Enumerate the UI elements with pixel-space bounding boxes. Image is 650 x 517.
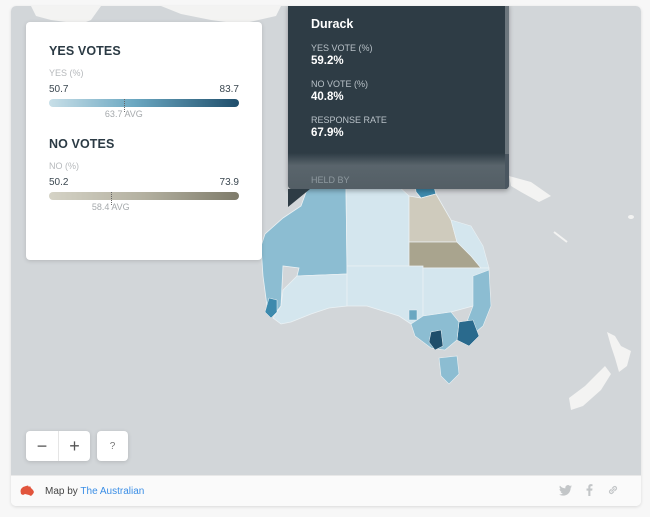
legend-yes-max: 83.7 xyxy=(219,84,239,95)
electorate-perth[interactable] xyxy=(264,297,278,319)
tooltip-no-label: NO VOTE (%) xyxy=(311,79,369,89)
landmass-asia xyxy=(31,6,101,24)
tooltip-response-value: 67.9% xyxy=(311,127,344,139)
link-icon[interactable] xyxy=(607,484,619,499)
australia-logo-icon xyxy=(20,485,34,496)
credit-link[interactable]: The Australian xyxy=(80,485,145,497)
legend-no-gradient-bar xyxy=(49,192,239,205)
twitter-icon[interactable] xyxy=(559,484,572,499)
electorate-kennedy[interactable] xyxy=(408,193,458,243)
legend-yes-avg-marker xyxy=(123,99,125,112)
legend-no-min: 50.2 xyxy=(49,177,69,188)
zoom-out-button[interactable]: − xyxy=(36,435,48,456)
legend-no-avg-marker xyxy=(110,192,112,205)
tooltip-electorate-name: Durack xyxy=(311,17,354,31)
tooltip-yes-label: YES VOTE (%) xyxy=(311,43,373,53)
australia-map[interactable] xyxy=(11,6,641,475)
legend-no-title: NO VOTES xyxy=(49,137,115,151)
legend-no-subtitle: NO (%) xyxy=(49,161,79,171)
legend-panel: YES VOTES YES (%) 50.7 83.7 63.7 AVG NO … xyxy=(26,22,262,260)
legend-no-avg-label: 58.4 AVG xyxy=(91,202,130,212)
electorate-melbourne[interactable] xyxy=(428,329,444,351)
electorate-adelaide[interactable] xyxy=(408,309,418,321)
legend-yes-min: 50.7 xyxy=(49,84,69,95)
tooltip-scrollbar-thumb[interactable] xyxy=(505,6,509,154)
electorate-oconnor[interactable] xyxy=(272,273,348,325)
tooltip-fade-overlay xyxy=(288,153,509,189)
zoom-controls: − + xyxy=(26,431,90,461)
legend-yes-range: 50.7 83.7 xyxy=(49,84,239,95)
map-widget: YES VOTES YES (%) 50.7 83.7 63.7 AVG NO … xyxy=(11,6,641,506)
landmass-nz-south xyxy=(569,366,611,410)
legend-no-range: 50.2 73.9 xyxy=(49,177,239,188)
legend-no-max: 73.9 xyxy=(219,177,239,188)
electorate-tasmania[interactable] xyxy=(438,355,460,385)
footer-bar: Map by The Australian xyxy=(11,475,641,506)
tooltip-held-label: HELD BY xyxy=(311,175,350,185)
landmass-island xyxy=(553,231,568,243)
legend-yes-title: YES VOTES xyxy=(49,44,121,58)
share-buttons xyxy=(559,484,619,499)
landmass-nz-north xyxy=(607,332,631,372)
tooltip-response-label: RESPONSE RATE xyxy=(311,115,387,125)
tooltip-yes-value: 59.2% xyxy=(311,55,344,67)
electorate-lingiari[interactable] xyxy=(345,183,410,267)
electorate-tooltip: Durack YES VOTE (%) 59.2% NO VOTE (%) 40… xyxy=(288,6,509,189)
facebook-icon[interactable] xyxy=(586,484,593,499)
landmass-asia xyxy=(161,6,281,24)
tooltip-scrollbar[interactable] xyxy=(505,6,509,189)
tooltip-no-value: 40.8% xyxy=(311,91,344,103)
legend-yes-avg-label: 63.7 AVG xyxy=(104,109,143,119)
tooltip-pointer xyxy=(288,189,310,207)
landmass-island xyxy=(628,215,634,219)
help-button[interactable]: ? xyxy=(97,431,128,461)
credit-prefix: Map by xyxy=(45,485,78,497)
landmass-png xyxy=(509,176,551,202)
zoom-in-button[interactable]: + xyxy=(58,431,90,461)
legend-yes-gradient-bar xyxy=(49,99,239,112)
legend-yes-subtitle: YES (%) xyxy=(49,68,84,78)
